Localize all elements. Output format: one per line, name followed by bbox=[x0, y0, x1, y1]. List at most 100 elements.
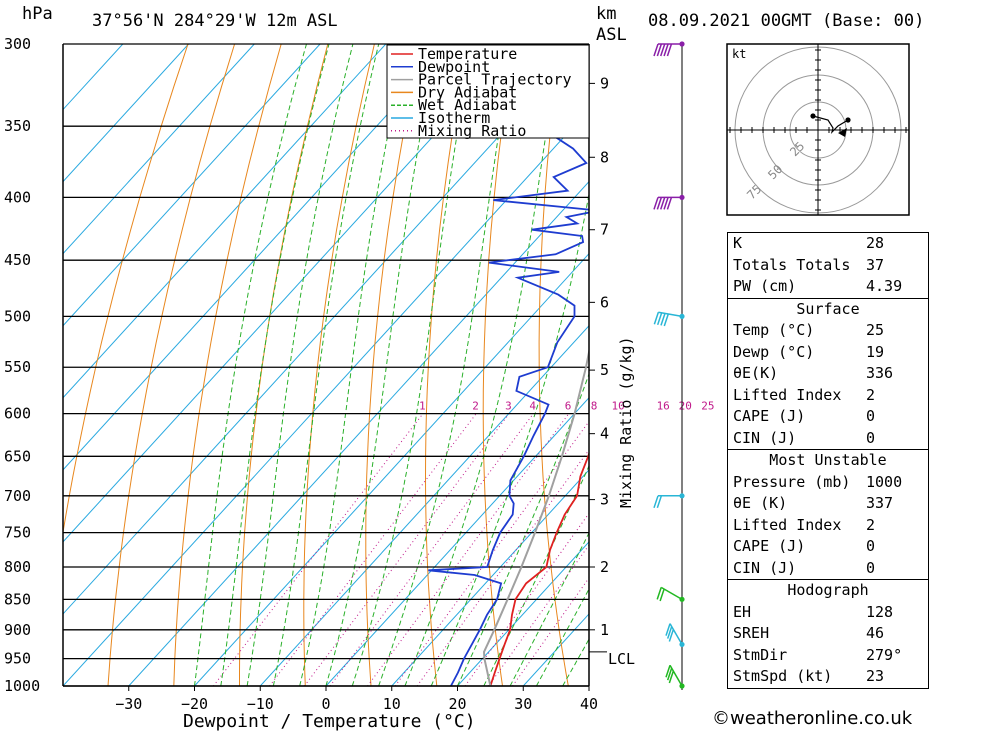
mixing-ratio-line bbox=[329, 413, 534, 686]
legend-entry: Wet Adiabat bbox=[418, 96, 517, 114]
temperature-tick-label: 20 bbox=[448, 695, 466, 713]
wind-barb-flag bbox=[653, 43, 659, 57]
legend-entry: Parcel Trajectory bbox=[418, 71, 572, 89]
surface-label: Dewp (°C) bbox=[733, 342, 815, 361]
mixing-ratio-line bbox=[367, 413, 570, 686]
wind-barb-dot bbox=[679, 313, 685, 319]
surface-row: CIN (J) 0 bbox=[728, 428, 928, 450]
surface-row: CAPE (J) 0 bbox=[728, 406, 928, 428]
mixing-ratio-line bbox=[304, 413, 510, 686]
dry-adiabat-line bbox=[424, 44, 469, 686]
pressure-tick-label: 550 bbox=[4, 358, 31, 376]
most-unstable-label: Lifted Index bbox=[733, 515, 842, 534]
index-value: 37 bbox=[866, 255, 885, 274]
pressure-tick-label: 450 bbox=[4, 251, 31, 269]
surface-label: CAPE (J) bbox=[733, 407, 806, 425]
dry-adiabat-line bbox=[107, 44, 236, 686]
pressure-tick-label: 800 bbox=[4, 558, 31, 576]
pressure-tick-label: 600 bbox=[4, 405, 31, 423]
wet-adiabat-line bbox=[535, 587, 589, 686]
wind-barb-flag bbox=[660, 43, 666, 57]
hodograph-point bbox=[810, 113, 816, 119]
index-value: 4.39 bbox=[866, 277, 903, 295]
dry-adiabat-line bbox=[239, 44, 329, 686]
temperature-tick-label: −10 bbox=[247, 695, 274, 713]
surface-row: θE(K) 336 bbox=[728, 363, 928, 385]
km-tick-label: 9 bbox=[600, 74, 609, 92]
storm-motion-marker bbox=[838, 128, 847, 137]
index-row: PW (cm) 4.39 bbox=[728, 276, 928, 298]
isotherm-line bbox=[128, 180, 589, 686]
most-unstable-label: θE (K) bbox=[733, 494, 788, 512]
legend-entry: Dry Adiabat bbox=[418, 83, 517, 101]
mixing-ratio-line bbox=[394, 420, 589, 686]
most-unstable-label: CAPE (J) bbox=[733, 537, 806, 555]
index-label: PW (cm) bbox=[733, 277, 797, 295]
hodograph-stat-value: 128 bbox=[866, 602, 894, 621]
temperature-tick-label: −20 bbox=[181, 695, 208, 713]
pressure-tick-label: 850 bbox=[4, 590, 31, 608]
unit-hpa-label: hPa bbox=[22, 4, 53, 24]
most-unstable-row: Lifted Index 2 bbox=[728, 515, 928, 537]
wind-barb-flag bbox=[656, 312, 663, 326]
surface-value: 0 bbox=[866, 428, 876, 447]
pressure-tick-label: 1000 bbox=[4, 677, 40, 695]
hodograph-stats-title: Hodograph bbox=[787, 581, 869, 599]
most-unstable-row: CAPE (J) 0 bbox=[728, 536, 928, 558]
mixing-ratio-label: 20 bbox=[679, 400, 692, 413]
mixing-ratio-axis-label: Mixing Ratio (g/kg) bbox=[617, 336, 635, 508]
surface-value: 25 bbox=[866, 321, 885, 339]
pressure-tick-label: 300 bbox=[4, 35, 31, 53]
surface-value: 2 bbox=[866, 385, 876, 404]
isobars: 300 350 400 450 500 550 600 650 700 750 800 850 900 9… bbox=[4, 35, 589, 695]
hodograph-stat-label: StmSpd (kt) bbox=[733, 667, 833, 685]
legend-entry: Mixing Ratio bbox=[418, 122, 526, 140]
mixing-ratio-labels: 1 2 3 4 6 8 10 16 20 25 bbox=[419, 400, 714, 413]
legend-entry: Dewpoint bbox=[418, 58, 490, 76]
wind-barb-flag bbox=[656, 197, 663, 210]
unit-km-label: km bbox=[596, 4, 616, 24]
km-tick-label: 8 bbox=[600, 148, 609, 166]
isotherm-line bbox=[63, 44, 518, 543]
wet-adiabat-line bbox=[483, 464, 589, 686]
mixing-ratio-label: 1 bbox=[419, 400, 426, 413]
wind-barb-flag bbox=[666, 43, 673, 57]
most-unstable-title: Most Unstable bbox=[769, 451, 887, 469]
wind-barb-flag bbox=[660, 197, 666, 210]
temperature-tick-label: 40 bbox=[580, 695, 598, 713]
surface-value: 19 bbox=[866, 342, 885, 361]
mixing-ratio-label: 3 bbox=[505, 400, 512, 413]
wind-barb-flag bbox=[665, 664, 671, 678]
legend-entry: Temperature bbox=[418, 45, 517, 63]
wet-adiabat-line bbox=[457, 372, 589, 686]
wind-barb-dot bbox=[679, 641, 685, 648]
wind-barb-flag bbox=[663, 43, 669, 57]
mixing-ratio-label: 8 bbox=[591, 400, 598, 413]
wet-adiabat-line bbox=[351, 44, 474, 686]
temperature-tick-label: 0 bbox=[321, 695, 330, 713]
legend-box bbox=[386, 44, 590, 139]
wind-barb-flag bbox=[659, 588, 665, 602]
pressure-tick-label: 650 bbox=[4, 447, 31, 465]
surface-row: Temp (°C) 25 bbox=[728, 320, 928, 342]
wind-barb-flag bbox=[653, 311, 660, 325]
series-line bbox=[489, 451, 589, 686]
index-row: Totals Totals 37 bbox=[728, 255, 928, 277]
hodograph-unit-label: kt bbox=[732, 47, 746, 61]
isotherm-line bbox=[63, 44, 452, 471]
index-label: K bbox=[733, 234, 743, 252]
wind-barb-flag bbox=[653, 197, 659, 210]
temperature-tick-label: −30 bbox=[115, 695, 142, 713]
isotherm-line bbox=[457, 541, 589, 686]
hodograph-stat-value: 46 bbox=[866, 624, 885, 642]
most-unstable-row: CIN (J) 0 bbox=[728, 558, 928, 580]
surface-label: Temp (°C) bbox=[733, 321, 815, 339]
mixing-ratio-label: 6 bbox=[565, 400, 572, 413]
most-unstable-value: 0 bbox=[866, 558, 876, 577]
unit-asl-label: ASL bbox=[596, 25, 627, 45]
most-unstable-row: θE (K) 337 bbox=[728, 493, 928, 515]
x-axis-label: Dewpoint / Temperature (°C) bbox=[183, 711, 476, 732]
wind-barb-flag bbox=[663, 313, 670, 327]
pressure-tick-label: 400 bbox=[4, 188, 31, 206]
